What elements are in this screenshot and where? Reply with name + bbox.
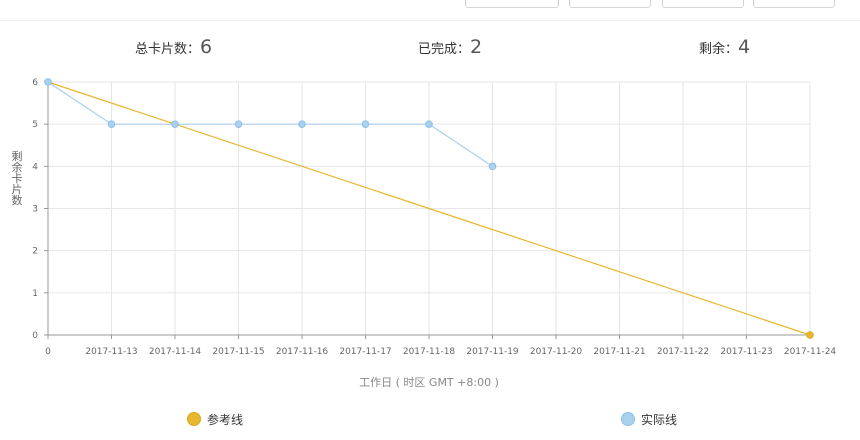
y-tick-label: 0	[32, 331, 38, 341]
y-axis-title: 剩余卡片数	[12, 150, 23, 207]
actual-point	[171, 120, 179, 128]
x-tick-label: 2017-11-13	[85, 347, 137, 357]
toolbar-button[interactable]	[753, 0, 835, 8]
x-tick-label: 2017-11-18	[403, 347, 456, 357]
stat-total-label: 总卡片数：	[135, 42, 201, 57]
actual-point	[361, 120, 370, 128]
y-tick-label: 5	[32, 120, 38, 130]
toolbar-button[interactable]	[465, 0, 559, 8]
x-tick-label: 2017-11-19	[466, 347, 519, 357]
actual-point	[488, 162, 497, 171]
stat-done-label: 已完成：	[418, 42, 471, 57]
actual-point	[107, 120, 116, 128]
stat-done: 已完成：2	[418, 36, 482, 58]
x-tick-label: 2017-11-20	[530, 347, 583, 357]
x-tick-label: 2017-11-24	[784, 347, 837, 357]
legend-marker-icon	[621, 412, 635, 426]
stat-remain-value: 4	[738, 36, 751, 58]
legend-label: 实际线	[641, 413, 678, 427]
toolbar-button[interactable]	[662, 0, 744, 8]
stats-bar: 总卡片数：6 已完成：2 剩余：4	[0, 36, 860, 60]
y-tick-label: 4	[32, 162, 38, 172]
stat-remain: 剩余：4	[699, 36, 750, 58]
legend-marker-icon	[187, 412, 201, 426]
x-tick-label: 2017-11-23	[720, 347, 772, 357]
legend-item-reference[interactable]: 参考线	[187, 411, 243, 428]
actual-line	[47, 81, 493, 167]
y-tick-label: 1	[32, 289, 38, 299]
x-tick-label: 2017-11-15	[212, 347, 264, 357]
actual-point	[234, 120, 243, 128]
x-axis-title: 工作日 ( 时区 GMT +8:00 )	[359, 376, 499, 389]
actual-point	[44, 78, 52, 86]
reference-point	[806, 331, 814, 339]
legend-item-actual[interactable]: 实际线	[621, 411, 677, 428]
y-tick-label: 3	[32, 205, 38, 215]
actual-point	[425, 120, 433, 128]
y-tick-label: 2	[32, 247, 38, 257]
x-tick-label: 2017-11-16	[276, 347, 329, 357]
toolbar-button[interactable]	[569, 0, 651, 8]
legend-label: 参考线	[207, 413, 244, 427]
x-tick-label: 0	[45, 347, 51, 357]
x-tick-label: 2017-11-14	[149, 347, 202, 357]
toolbar	[0, 0, 860, 21]
y-tick-label: 6	[32, 78, 38, 88]
stat-done-value: 2	[470, 36, 483, 58]
x-tick-label: 2017-11-22	[657, 347, 709, 357]
x-tick-label: 2017-11-17	[339, 347, 391, 357]
actual-point	[298, 120, 306, 128]
stat-total-value: 6	[200, 36, 213, 58]
stat-remain-label: 剩余：	[699, 42, 739, 57]
stat-total: 总卡片数：6	[135, 36, 212, 58]
x-tick-label: 2017-11-21	[593, 347, 645, 357]
